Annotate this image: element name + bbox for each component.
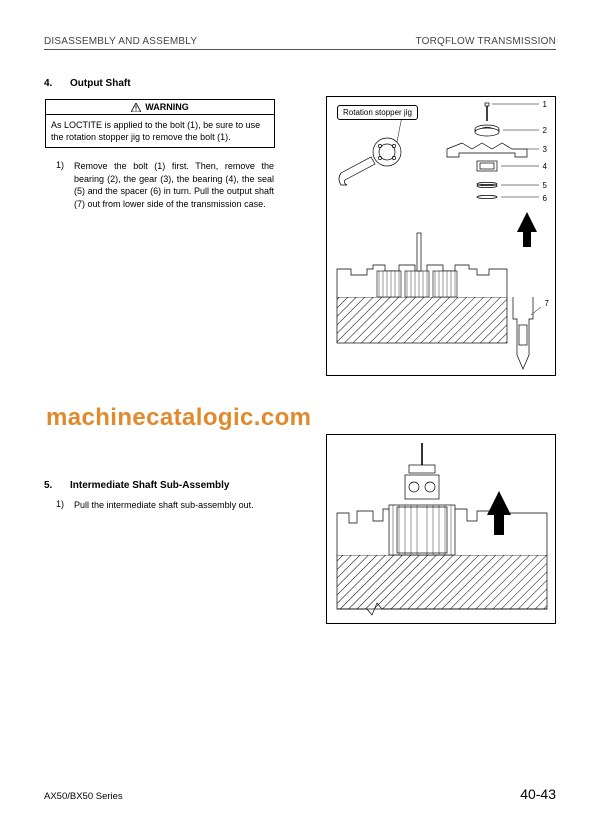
section-5-number: 5. [44, 480, 58, 491]
figure-1-svg [327, 97, 557, 377]
figure-output-shaft: Rotation stopper jig [326, 96, 556, 376]
section-5-heading: 5. Intermediate Shaft Sub-Assembly [44, 480, 284, 491]
warning-icon [131, 103, 141, 112]
callout-1: 1 [543, 100, 547, 109]
footer-page: 40-43 [520, 786, 556, 802]
header-right: TORQFLOW TRANSMISSION [415, 36, 556, 47]
callout-4: 4 [543, 162, 547, 171]
header: DISASSEMBLY AND ASSEMBLY TORQFLOW TRANSM… [44, 36, 556, 47]
warning-title: WARNING [145, 102, 189, 112]
warning-head: WARNING [46, 100, 274, 115]
warning-body: As LOCTITE is applied to the bolt (1), b… [46, 115, 274, 147]
figure-2-svg [327, 435, 557, 625]
step-text: Pull the intermediate shaft sub-assembly… [74, 499, 284, 512]
callout-5: 5 [543, 181, 547, 190]
section-5-title: Intermediate Shaft Sub-Assembly [70, 480, 229, 491]
section-5: 5. Intermediate Shaft Sub-Assembly 1) Pu… [44, 480, 284, 522]
step-number: 1) [56, 160, 74, 170]
callout-3: 3 [543, 145, 547, 154]
step-text: Remove the bolt (1) first. Then, remove … [74, 160, 274, 210]
header-rule [44, 49, 556, 50]
footer: AX50/BX50 Series 40-43 [44, 786, 556, 802]
section-5-step-1: 1) Pull the intermediate shaft sub-assem… [56, 499, 284, 512]
section-4-number: 4. [44, 78, 58, 89]
callout-rotation-stopper: Rotation stopper jig [337, 105, 418, 120]
watermark: machinecatalogic.com [46, 404, 311, 432]
figure-intermediate-shaft [326, 434, 556, 624]
section-4-heading: 4. Output Shaft [44, 78, 556, 89]
section-4-title: Output Shaft [70, 78, 131, 89]
header-left: DISASSEMBLY AND ASSEMBLY [44, 36, 197, 47]
callout-2: 2 [543, 126, 547, 135]
warning-box: WARNING As LOCTITE is applied to the bol… [45, 99, 275, 148]
footer-series: AX50/BX50 Series [44, 791, 123, 802]
callout-7: 7 [545, 299, 549, 308]
step-number: 1) [56, 499, 74, 509]
callout-6: 6 [543, 194, 547, 203]
